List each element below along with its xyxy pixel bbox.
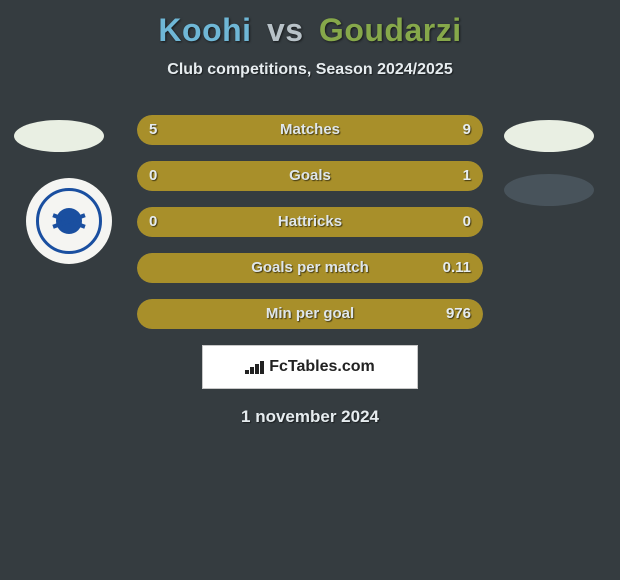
stat-label: Goals — [137, 161, 483, 191]
stat-value-right: 976 — [446, 299, 471, 329]
stat-row: Min per goal976 — [137, 299, 483, 329]
date-text: 1 november 2024 — [0, 407, 620, 427]
vs-text: vs — [267, 12, 304, 48]
stat-value-right: 0.11 — [443, 253, 471, 283]
badge-mid-right — [504, 174, 594, 206]
badge-top-left — [14, 120, 104, 152]
page-title: Koohi vs Goudarzi — [0, 0, 620, 49]
stat-row: Goals per match0.11 — [137, 253, 483, 283]
stat-value-right: 1 — [463, 161, 471, 191]
club-logo-ball-icon — [56, 208, 82, 234]
stat-label: Hattricks — [137, 207, 483, 237]
stat-label: Goals per match — [137, 253, 483, 283]
stat-row: 0Hattricks0 — [137, 207, 483, 237]
subtitle: Club competitions, Season 2024/2025 — [0, 61, 620, 79]
chart-icon — [245, 360, 263, 374]
fctables-text: FcTables.com — [269, 358, 375, 376]
stat-row: 5Matches9 — [137, 115, 483, 145]
fctables-logo[interactable]: FcTables.com — [202, 345, 418, 389]
club-logo — [26, 178, 112, 264]
stat-row: 0Goals1 — [137, 161, 483, 191]
stat-value-right: 9 — [463, 115, 471, 145]
stat-value-right: 0 — [463, 207, 471, 237]
badge-top-right — [504, 120, 594, 152]
player1-name: Koohi — [158, 12, 251, 48]
stat-label: Min per goal — [137, 299, 483, 329]
stat-label: Matches — [137, 115, 483, 145]
club-logo-ring — [36, 188, 102, 254]
player2-name: Goudarzi — [319, 12, 462, 48]
